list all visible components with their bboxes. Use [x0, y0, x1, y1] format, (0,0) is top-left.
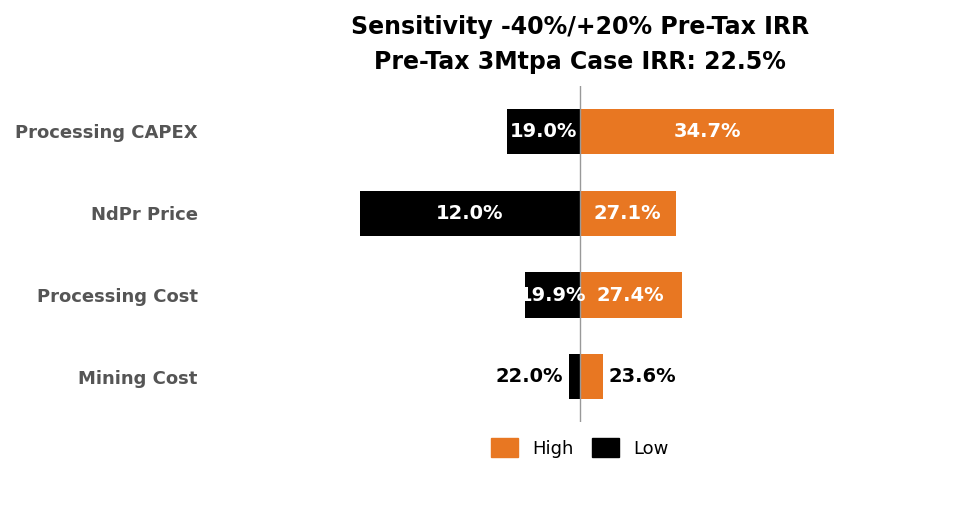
Text: 27.1%: 27.1%: [594, 204, 661, 223]
Bar: [580, 354, 603, 399]
Bar: [569, 354, 580, 399]
Bar: [360, 191, 580, 236]
Legend: High, Low: High, Low: [482, 429, 678, 467]
Text: 19.9%: 19.9%: [518, 286, 587, 304]
Bar: [580, 108, 834, 154]
Bar: [580, 191, 676, 236]
Title: Sensitivity -40%/+20% Pre-Tax IRR
Pre-Tax 3Mtpa Case IRR: 22.5%: Sensitivity -40%/+20% Pre-Tax IRR Pre-Ta…: [350, 15, 808, 74]
Text: 27.4%: 27.4%: [597, 286, 664, 304]
Text: 12.0%: 12.0%: [436, 204, 504, 223]
Bar: [580, 272, 682, 318]
Bar: [507, 108, 580, 154]
Text: 34.7%: 34.7%: [673, 122, 741, 140]
Bar: [525, 272, 580, 318]
Text: 22.0%: 22.0%: [495, 367, 563, 387]
Text: 19.0%: 19.0%: [510, 122, 577, 140]
Text: 23.6%: 23.6%: [609, 367, 677, 387]
